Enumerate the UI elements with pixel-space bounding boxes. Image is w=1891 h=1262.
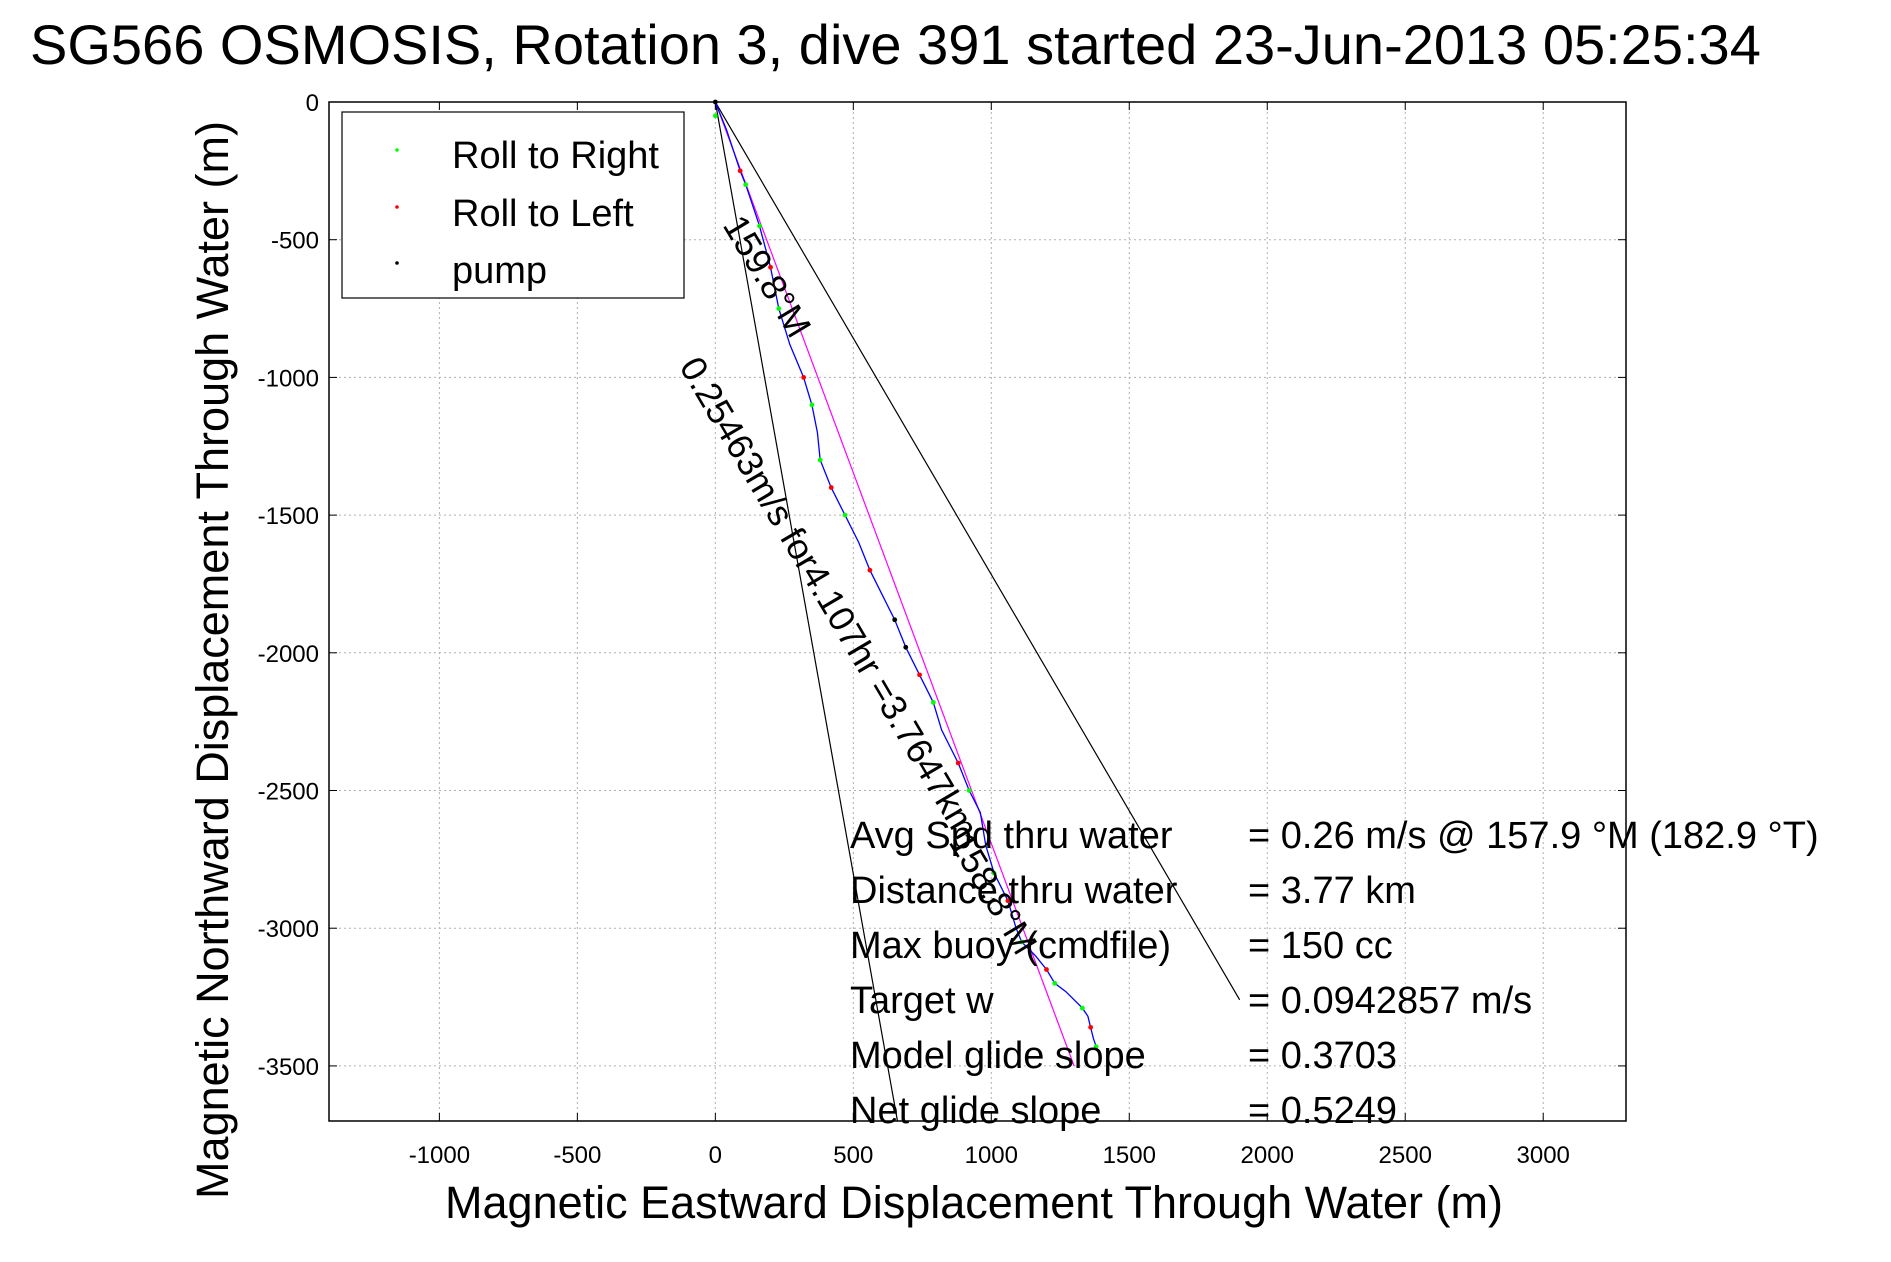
roll-right-point bbox=[1052, 980, 1058, 986]
x-tick-label: 1500 bbox=[1103, 1142, 1156, 1169]
stat-label-max-buoy: Max buoy (cmdfile) bbox=[850, 925, 1171, 967]
y-tick-label: -1500 bbox=[258, 503, 319, 530]
x-tick-label: 0 bbox=[709, 1142, 722, 1169]
roll-right-point bbox=[809, 402, 815, 408]
legend: Roll to Right Roll to Left pump bbox=[341, 111, 685, 299]
roll-left-point bbox=[768, 264, 773, 270]
roll-left-point bbox=[828, 485, 834, 490]
plot-frame bbox=[328, 101, 1627, 1122]
stat-value-avg-speed: = 0.26 m/s @ 157.9 °M (182.9 °T) bbox=[1248, 815, 1819, 857]
bearing-line bbox=[714, 101, 899, 1122]
y-tick-label: -1000 bbox=[258, 365, 319, 392]
y-tick-label: -2500 bbox=[258, 779, 319, 806]
x-tick-label: -1000 bbox=[409, 1142, 470, 1169]
stat-label-avg-speed: Avg Spd thru water bbox=[850, 815, 1173, 857]
pump-point bbox=[903, 644, 909, 650]
mean-track-line bbox=[714, 101, 1075, 1067]
stat-label-distance: Distance thru water bbox=[850, 870, 1178, 912]
roll-left-point bbox=[1044, 967, 1049, 972]
y-tick-label: -500 bbox=[271, 228, 319, 255]
roll-left-point bbox=[917, 672, 922, 678]
roll-right-point bbox=[842, 512, 848, 518]
roll-right-point bbox=[1093, 1044, 1099, 1050]
x-axis-label: Magnetic Eastward Displacement Through W… bbox=[445, 1177, 1503, 1228]
axis-ticks: -1000 -500 0 500 1000 1500 2000 2500 3000 0 -500 -1… bbox=[258, 90, 1626, 1169]
x-tick-label: -500 bbox=[553, 1142, 601, 1169]
pump-point bbox=[892, 617, 898, 623]
roll-right-point bbox=[930, 699, 936, 705]
legend-label-pump: pump bbox=[452, 250, 547, 292]
roll-right-point bbox=[1079, 1005, 1085, 1011]
roll-right-point bbox=[1019, 939, 1025, 945]
roll-right-point bbox=[966, 788, 972, 793]
roll-left-point bbox=[801, 375, 807, 380]
x-tick-label: 1000 bbox=[965, 1142, 1018, 1169]
y-tick-label: -3500 bbox=[258, 1054, 319, 1081]
legend-label-roll-right: Roll to Right bbox=[452, 135, 659, 177]
legend-marker-roll-left bbox=[395, 205, 399, 209]
roll-right-point bbox=[776, 306, 782, 311]
x-tick-label: 500 bbox=[833, 1142, 873, 1169]
y-tick-label: -2000 bbox=[258, 641, 319, 668]
reference-lines bbox=[714, 101, 1241, 1122]
roll-right-point bbox=[757, 223, 762, 229]
stat-label-net-glide: Net glide slope bbox=[850, 1090, 1101, 1132]
roll-left-point bbox=[737, 168, 743, 174]
stat-value-target-w: = 0.0942857 m/s bbox=[1248, 980, 1532, 1022]
stats-panel: Avg Spd thru water = 0.26 m/s @ 157.9 °M… bbox=[850, 815, 1819, 1132]
legend-marker-pump bbox=[395, 261, 399, 265]
stat-value-net-glide: = 0.5249 bbox=[1248, 1090, 1397, 1132]
dive-track-line bbox=[714, 101, 1097, 1047]
roll-right-point bbox=[991, 870, 997, 876]
stat-value-model-glide: = 0.3703 bbox=[1248, 1035, 1397, 1077]
stat-label-model-glide: Model glide slope bbox=[850, 1035, 1146, 1077]
y-tick-label: 0 bbox=[306, 90, 319, 117]
legend-box bbox=[341, 111, 685, 299]
stat-label-target-w: Target w bbox=[850, 980, 994, 1022]
roll-right-point bbox=[712, 113, 718, 119]
y-tick-label: -3000 bbox=[258, 916, 319, 943]
stat-value-distance: = 3.77 km bbox=[1248, 870, 1416, 912]
legend-label-roll-left: Roll to Left bbox=[452, 193, 634, 235]
y-axis-label: Magnetic Northward Displacement Through … bbox=[187, 121, 238, 1199]
chart-title: SG566 OSMOSIS, Rotation 3, dive 391 star… bbox=[30, 13, 1761, 76]
roll-right-point bbox=[743, 182, 749, 188]
roll-left-point bbox=[955, 760, 961, 766]
legend-marker-roll-right bbox=[395, 148, 399, 152]
x-tick-label: 3000 bbox=[1517, 1142, 1570, 1169]
bearing-line bbox=[714, 101, 1241, 1001]
stat-value-max-buoy: = 150 cc bbox=[1248, 925, 1393, 967]
roll-left-point bbox=[1088, 1024, 1094, 1030]
x-tick-label: 2000 bbox=[1241, 1142, 1294, 1169]
x-tick-label: 2500 bbox=[1379, 1142, 1432, 1169]
roll-right-point bbox=[817, 457, 823, 463]
roll-left-point bbox=[1005, 898, 1011, 904]
marker-points bbox=[712, 99, 1099, 1050]
dive-track bbox=[714, 101, 1097, 1047]
roll-left-point bbox=[867, 567, 873, 573]
